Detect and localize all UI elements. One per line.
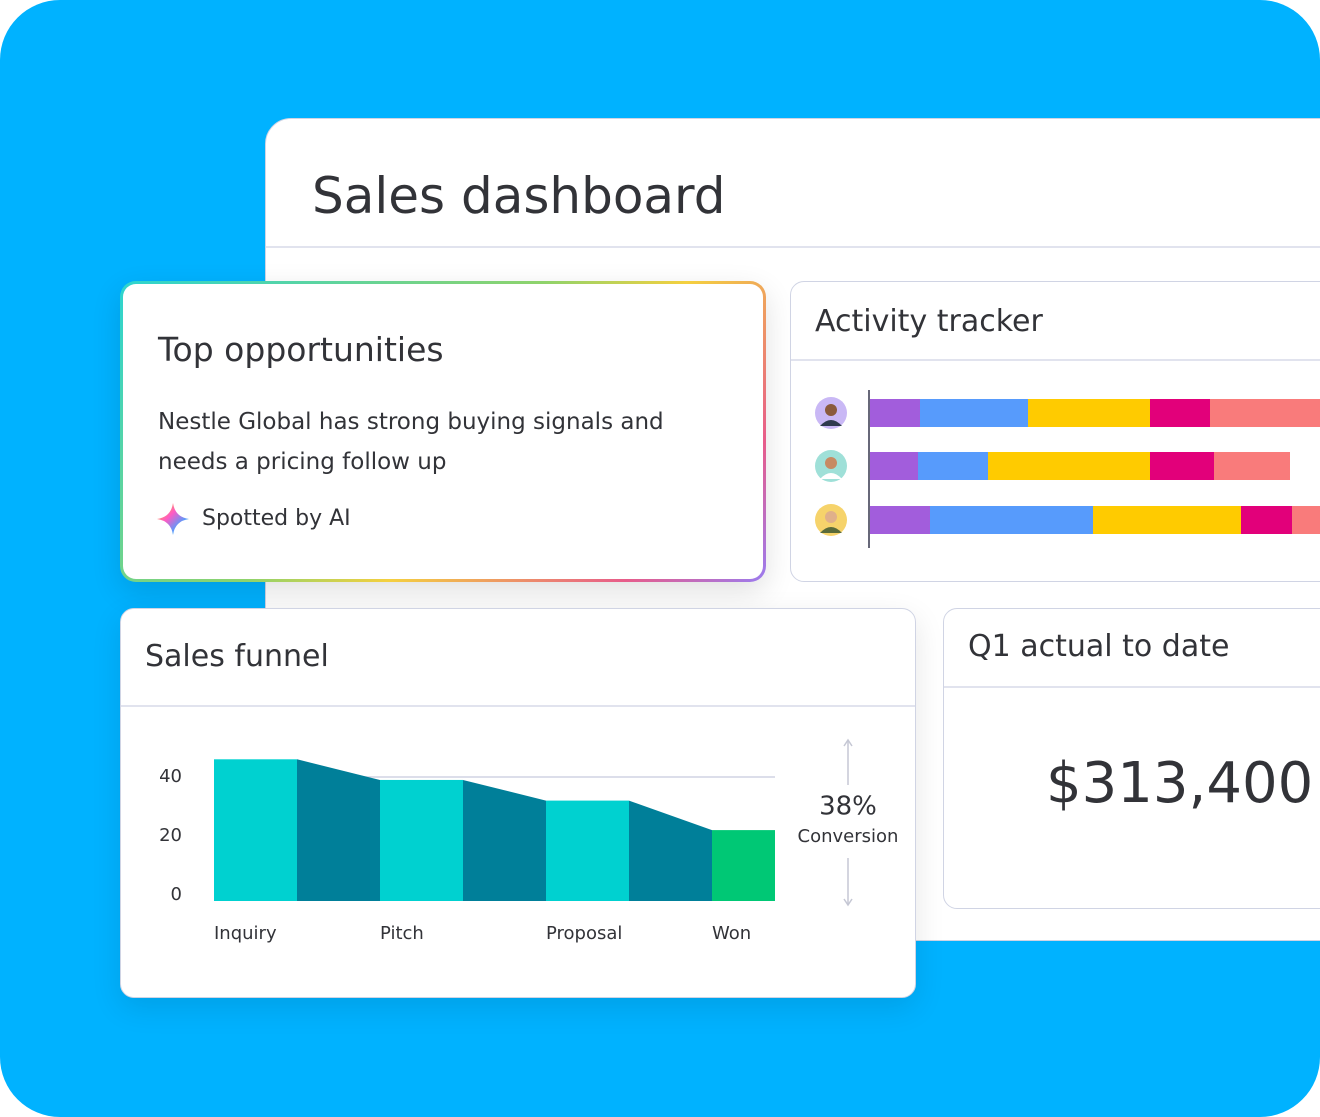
bar-segment bbox=[1150, 452, 1214, 480]
y-tick-label: 20 bbox=[159, 825, 182, 846]
dashboard-title: Sales dashboard bbox=[312, 167, 726, 225]
bar-segment bbox=[918, 452, 988, 480]
x-tick-label: Inquiry bbox=[214, 923, 277, 944]
funnel-bar bbox=[380, 779, 463, 901]
bar-segment bbox=[1210, 399, 1320, 427]
divider bbox=[266, 246, 1320, 248]
y-tick-label: 40 bbox=[159, 766, 182, 787]
bar-segment bbox=[1028, 399, 1150, 427]
avatars bbox=[815, 397, 847, 536]
conversion-label: Conversion bbox=[798, 826, 899, 847]
funnel-connector bbox=[463, 779, 546, 901]
ai-badge: Spotted by AI bbox=[202, 506, 351, 531]
ai-icon bbox=[157, 503, 189, 535]
x-tick-label: Proposal bbox=[546, 923, 622, 944]
x-tick-label: Won bbox=[712, 923, 751, 944]
bar-segment bbox=[870, 506, 930, 534]
bar-segment bbox=[930, 506, 1093, 534]
bar-segment bbox=[870, 452, 918, 480]
card-text: Nestle Global has strong buying signals … bbox=[158, 409, 664, 475]
y-tick-label: 0 bbox=[171, 884, 182, 905]
funnel-connector bbox=[297, 759, 380, 901]
divider bbox=[791, 359, 1320, 361]
divider bbox=[944, 686, 1320, 688]
card-title: Top opportunities bbox=[158, 330, 444, 369]
bar-segment bbox=[1214, 452, 1290, 480]
bar-segment bbox=[1241, 506, 1292, 534]
funnel-bar bbox=[546, 800, 629, 901]
card-title: Activity tracker bbox=[815, 304, 1043, 339]
q1-card: Q1 actual to date $313,400 bbox=[943, 608, 1320, 909]
divider bbox=[121, 705, 915, 707]
q1-value: $313,400 bbox=[1046, 751, 1314, 816]
bar-segment bbox=[1093, 506, 1241, 534]
card-title: Q1 actual to date bbox=[968, 629, 1230, 664]
bar-segment bbox=[1150, 399, 1210, 427]
conversion-value: 38% bbox=[819, 792, 877, 822]
bar-segment bbox=[988, 452, 1150, 480]
bar-segment bbox=[920, 399, 1028, 427]
opportunities-card: Top opportunities Nestle Global has stro… bbox=[120, 281, 766, 582]
funnel-connector bbox=[629, 800, 712, 901]
funnel-bar bbox=[214, 759, 297, 901]
funnel-bar bbox=[712, 830, 775, 901]
bar-segment bbox=[1292, 506, 1320, 534]
x-tick-label: Pitch bbox=[380, 923, 424, 944]
conversion-arrow bbox=[843, 738, 853, 907]
card-title: Sales funnel bbox=[145, 639, 329, 674]
bar-segment bbox=[870, 399, 920, 427]
